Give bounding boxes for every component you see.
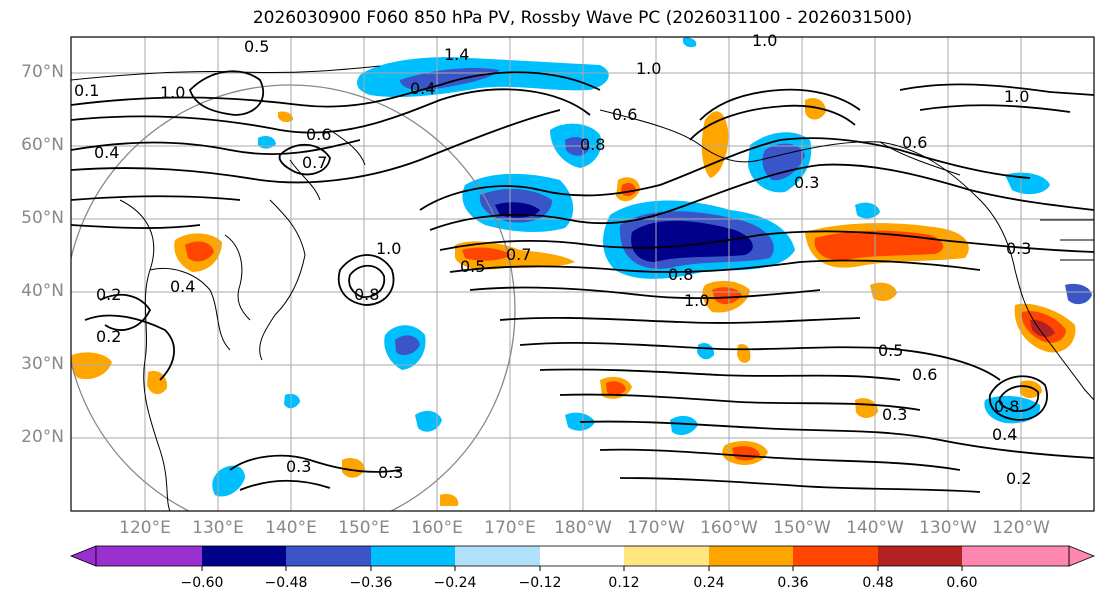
contour-label: 0.6 bbox=[902, 133, 927, 152]
contour-label: 0.3 bbox=[286, 457, 311, 476]
colorbar-tick-label: −0.12 bbox=[518, 575, 562, 591]
contour-label: 1.0 bbox=[376, 239, 401, 258]
contour-label: 0.5 bbox=[460, 257, 485, 276]
contour-label: 0.8 bbox=[994, 397, 1019, 416]
lon-tick-label: 180°W bbox=[554, 518, 612, 538]
colorbar-tick-label: 0.12 bbox=[608, 575, 640, 591]
contour-label: 0.2 bbox=[96, 285, 121, 304]
lat-tick-label: 20°N bbox=[21, 427, 64, 447]
lon-tick-label: 140°E bbox=[265, 518, 317, 538]
contour-label: 1.0 bbox=[752, 31, 777, 50]
contour-label: 1.0 bbox=[636, 59, 661, 78]
colorbar-segment bbox=[96, 546, 202, 566]
colorbar-tick-label: −0.60 bbox=[180, 575, 224, 591]
graticule bbox=[71, 37, 1094, 511]
contour-label: 0.2 bbox=[96, 327, 121, 346]
lat-tick-label: 60°N bbox=[21, 135, 64, 155]
lon-tick-label: 170°E bbox=[484, 518, 536, 538]
contour-label: 0.8 bbox=[580, 135, 605, 154]
lon-tick-label: 150°W bbox=[773, 518, 831, 538]
contour-label: 0.3 bbox=[794, 173, 819, 192]
colorbar-segment bbox=[709, 546, 793, 566]
contour-label: 0.3 bbox=[1006, 239, 1031, 258]
contour-label: 0.3 bbox=[378, 463, 403, 482]
lat-tick-label: 50°N bbox=[21, 208, 64, 228]
colorbar bbox=[69, 545, 1096, 571]
range-circle bbox=[71, 84, 516, 511]
lon-tick-label: 120°W bbox=[992, 518, 1050, 538]
contour-label: 0.5 bbox=[878, 341, 903, 360]
colorbar-tick-label: −0.36 bbox=[349, 575, 393, 591]
colorbar-tick-label: 0.48 bbox=[862, 575, 894, 591]
contour-label: 0.6 bbox=[612, 105, 637, 124]
colorbar-tick-label: −0.24 bbox=[433, 575, 477, 591]
pv-contours bbox=[71, 70, 1094, 493]
contour-label: 1.0 bbox=[684, 291, 709, 310]
colorbar-segment bbox=[202, 546, 286, 566]
contour-label: 0.7 bbox=[302, 153, 327, 172]
colorbar-segment bbox=[69, 545, 97, 567]
colorbar-tick-label: 0.36 bbox=[777, 575, 809, 591]
lon-tick-label: 160°E bbox=[411, 518, 463, 538]
contour-label: 0.8 bbox=[668, 265, 693, 284]
contour-label: 0.4 bbox=[992, 425, 1017, 444]
contour-label: 0.4 bbox=[94, 143, 119, 162]
lat-tick-label: 30°N bbox=[21, 354, 64, 374]
colorbar-segment bbox=[540, 546, 624, 566]
contour-label: 0.6 bbox=[306, 125, 331, 144]
colorbar-segment bbox=[286, 546, 371, 566]
map-title: 2026030900 F060 850 hPa PV, Rossby Wave … bbox=[252, 8, 913, 28]
lat-tick-label: 40°N bbox=[21, 281, 64, 301]
colorbar-tick-label: 0.24 bbox=[693, 575, 725, 591]
contour-label: 1.0 bbox=[1004, 87, 1029, 106]
colorbar-tick-label: 0.60 bbox=[946, 575, 978, 591]
colorbar-segment bbox=[793, 546, 878, 566]
contour-label: 0.7 bbox=[506, 245, 531, 264]
lon-tick-label: 120°E bbox=[119, 518, 171, 538]
lat-tick-label: 70°N bbox=[21, 62, 64, 82]
lon-tick-label: 140°W bbox=[846, 518, 904, 538]
colorbar-segment bbox=[1068, 545, 1096, 567]
colorbar-segment bbox=[962, 546, 1069, 566]
lon-tick-label: 160°W bbox=[700, 518, 758, 538]
lon-tick-label: 150°E bbox=[338, 518, 390, 538]
colorbar-segment bbox=[624, 546, 709, 566]
colorbar-segment bbox=[455, 546, 540, 566]
contour-labels: 0.5 1.4 1.0 1.0 0.4 0.6 0.7 0.8 0.6 0.3 … bbox=[74, 31, 1031, 488]
lon-tick-label: 130°W bbox=[919, 518, 977, 538]
contour-label: 0.3 bbox=[882, 405, 907, 424]
contour-label: 0.6 bbox=[912, 365, 937, 384]
pv-shading bbox=[71, 37, 1092, 506]
contour-label: 0.1 bbox=[74, 81, 99, 100]
colorbar-segment bbox=[371, 546, 455, 566]
lon-tick-label: 130°E bbox=[192, 518, 244, 538]
contour-label: 1.0 bbox=[160, 83, 185, 102]
contour-label: 0.5 bbox=[244, 37, 269, 56]
contour-label: 0.2 bbox=[1006, 469, 1031, 488]
map-border bbox=[70, 36, 1095, 512]
contour-label: 0.4 bbox=[410, 79, 435, 98]
colorbar-segment bbox=[878, 546, 962, 566]
lon-tick-label: 170°W bbox=[627, 518, 685, 538]
contour-label: 1.4 bbox=[444, 45, 469, 64]
contour-label: 0.8 bbox=[354, 285, 379, 304]
contour-label: 0.4 bbox=[170, 277, 195, 296]
colorbar-tick-label: −0.48 bbox=[264, 575, 308, 591]
